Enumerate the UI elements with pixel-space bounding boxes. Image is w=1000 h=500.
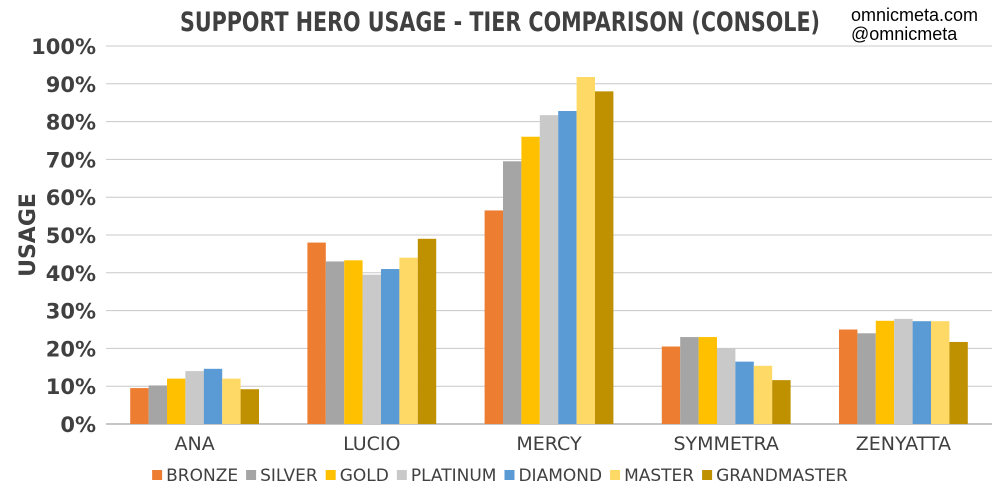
bar-ana-bronze xyxy=(130,388,149,424)
bar-lucio-grandmaster xyxy=(417,238,437,424)
x-tick-label: ZENYATTA xyxy=(856,433,951,455)
legend-item-gold: GOLD xyxy=(325,466,389,486)
bar-symmetra-platinum xyxy=(717,348,736,424)
bars xyxy=(130,76,968,425)
bar-lucio-diamond xyxy=(381,269,400,424)
y-tick-label: 40% xyxy=(46,262,96,286)
y-tick-label: 70% xyxy=(46,148,96,172)
bar-lucio-bronze xyxy=(307,242,326,424)
legend-swatch xyxy=(610,470,621,480)
legend-label: MASTER xyxy=(624,466,694,486)
legend-label: GRANDMASTER xyxy=(716,466,848,486)
bar-symmetra-master xyxy=(753,365,773,424)
credit-website: omnicmeta.com xyxy=(851,5,978,25)
y-axis-label: USAGE xyxy=(16,193,41,277)
legend-swatch xyxy=(325,470,336,480)
y-tick-label: 10% xyxy=(46,375,96,399)
y-tick-label: 80% xyxy=(46,111,96,135)
bar-lucio-platinum xyxy=(362,274,381,424)
x-tick-label: ANA xyxy=(174,433,214,455)
legend: BRONZE SILVER GOLD PLATINUM DIAMOND MASTER GRA… xyxy=(152,466,848,486)
legend-item-silver: SILVER xyxy=(246,466,318,486)
bar-ana-grandmaster xyxy=(240,389,259,424)
category-labels: ANA LUCIO MERCY SYMMETRA ZENYATTA xyxy=(174,433,951,455)
x-tick-label: MERCY xyxy=(516,433,582,455)
bar-zenyatta-gold xyxy=(875,320,895,424)
x-tick-label: LUCIO xyxy=(343,433,400,455)
legend-item-bronze: BRONZE xyxy=(152,466,238,486)
y-tick-label: 20% xyxy=(46,337,96,361)
bar-mercy-grandmaster xyxy=(595,91,614,425)
y-tick-label: 50% xyxy=(46,224,96,248)
legend-item-master: MASTER xyxy=(610,466,694,486)
bar-symmetra-grandmaster xyxy=(772,380,791,424)
bar-mercy-gold xyxy=(521,136,540,424)
legend-item-platinum: PLATINUM xyxy=(396,466,497,486)
bar-mercy-master xyxy=(576,76,595,424)
bar-ana-platinum xyxy=(185,371,204,424)
bar-zenyatta-platinum xyxy=(894,318,913,424)
bar-symmetra-gold xyxy=(698,337,717,424)
bar-mercy-diamond xyxy=(558,111,577,425)
chart-title: SUPPORT HERO USAGE - TIER COMPARISON (CO… xyxy=(180,7,820,38)
x-tick-label: SYMMETRA xyxy=(673,433,779,455)
legend-label: BRONZE xyxy=(166,466,238,486)
y-tick-label: 100% xyxy=(31,35,96,59)
legend-label: SILVER xyxy=(260,466,318,486)
bar-zenyatta-diamond xyxy=(912,321,931,424)
bar-zenyatta-grandmaster xyxy=(949,341,968,424)
legend-swatch xyxy=(396,470,407,480)
bar-symmetra-diamond xyxy=(735,361,754,424)
y-tick-label: 30% xyxy=(46,300,96,324)
legend-item-grandmaster: GRANDMASTER xyxy=(702,466,848,486)
bar-mercy-silver xyxy=(503,161,522,425)
legend-swatch xyxy=(504,470,515,480)
y-tick-label: 60% xyxy=(46,186,96,210)
bar-symmetra-silver xyxy=(680,337,699,424)
legend-label: DIAMOND xyxy=(518,466,602,486)
bar-lucio-gold xyxy=(344,260,363,424)
legend-swatch xyxy=(152,470,163,480)
bar-lucio-silver xyxy=(325,261,345,424)
bar-zenyatta-silver xyxy=(857,333,876,424)
credit-handle: @omnicmeta xyxy=(851,24,958,44)
legend-swatch xyxy=(702,470,713,480)
bar-zenyatta-master xyxy=(931,321,950,424)
bar-mercy-platinum xyxy=(539,115,559,424)
bar-mercy-bronze xyxy=(484,210,503,424)
bar-lucio-master xyxy=(399,257,418,424)
bar-ana-gold xyxy=(167,378,186,424)
y-tick-label: 90% xyxy=(46,73,96,97)
y-axis-ticks: 0% 10% 20% 30% 40% 50% 60% 70% 80% 90% 100% xyxy=(31,35,96,437)
legend-label: GOLD xyxy=(340,466,389,486)
legend-label: PLATINUM xyxy=(411,466,497,486)
bar-zenyatta-bronze xyxy=(839,329,858,424)
bar-ana-master xyxy=(222,378,241,424)
bar-ana-silver xyxy=(148,385,167,424)
bar-ana-diamond xyxy=(203,368,223,424)
legend-item-diamond: DIAMOND xyxy=(504,466,602,486)
y-tick-label: 0% xyxy=(60,413,96,437)
bar-symmetra-bronze xyxy=(661,346,681,424)
legend-swatch xyxy=(246,470,257,480)
